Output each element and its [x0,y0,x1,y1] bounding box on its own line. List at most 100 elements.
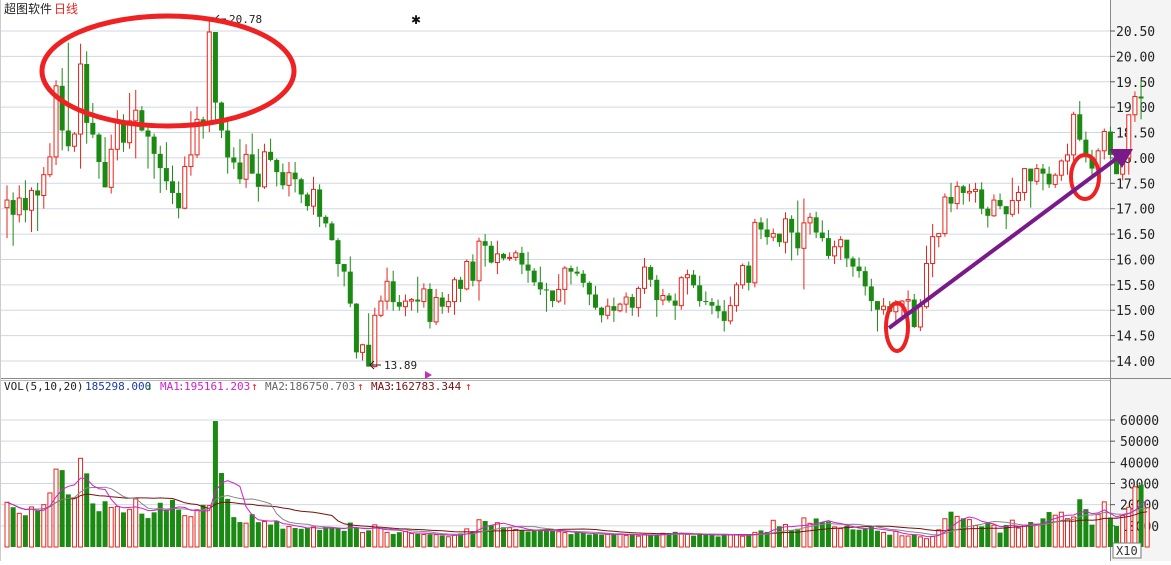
candle-body [1009,200,1015,215]
candle-body [556,288,562,302]
ma2-name: MA2 [265,380,285,393]
candle [905,290,911,313]
candle [84,51,90,144]
volume-bar [71,497,77,548]
candle-body [1138,96,1144,99]
price-tick-label: 18.50 [1116,127,1155,142]
volume-bar [605,533,611,548]
volume-bar [366,530,372,547]
candle [678,276,684,310]
candle-body [740,265,746,286]
volume-bar [966,519,972,548]
volume-bar [856,529,862,547]
volume-bar [255,522,261,547]
volume-ma-lines [6,477,1148,538]
price-tick-label: 15.50 [1116,279,1155,294]
candle [298,177,304,204]
candle [225,120,231,174]
volume-bar [390,533,396,547]
candle-body [323,216,329,224]
candle-body [642,266,648,289]
candle-body [973,188,979,192]
candle [727,296,733,325]
candle [807,212,813,235]
price-tick-label: 20.00 [1116,50,1155,65]
candle [1132,91,1138,122]
marker-star-icon: ✱ [411,13,421,27]
candle-body [1071,113,1077,156]
candle-body [482,241,488,246]
candle [844,239,850,268]
candle [862,266,868,296]
candle-body [617,303,623,312]
candle-body [372,314,378,368]
volume-bar [672,531,678,547]
candle-body [329,223,335,241]
candle-body [807,216,813,224]
candle-body [1083,139,1089,157]
volume-bar [286,525,292,548]
volume-bar [298,528,304,547]
candle-body [1132,95,1138,116]
volume-bar [709,534,715,547]
candle-body [274,159,280,173]
candle [733,282,739,312]
volume-bar [586,534,592,547]
ma2-value: 186750.703 [289,380,355,393]
candle-body [568,268,574,272]
candle-body [261,151,267,188]
candle-body [936,233,942,238]
candle-body [96,134,102,162]
volume-bar [347,522,353,547]
candle-body [317,189,323,217]
candle-body [1052,174,1058,185]
volume-bar [341,530,347,547]
ma3-value: 162783.344 [395,380,462,393]
candle-body [170,181,176,193]
candle-body [194,118,200,156]
volume-bar [1071,516,1077,548]
candle [292,161,298,193]
candle-body [157,153,163,169]
volume-bar [1064,518,1070,548]
volume-bar [635,535,641,548]
candle [832,240,838,265]
volume-bar [1083,509,1089,547]
volume-bar [120,512,126,547]
candle-body [249,154,255,174]
volume-bar [868,526,874,547]
volume-bar [304,527,310,547]
volume-bar [899,535,905,548]
candle [672,293,678,320]
volume-bar [1144,507,1150,548]
volume-bar [562,532,568,548]
volume-legend: VOL(5,10,20) 185298.000 ↓ MA1 : 195161.2… [4,380,472,393]
volume-bar [53,468,59,548]
volume-bar [715,536,721,547]
price-tick-label: 17.50 [1116,177,1155,192]
volume-bar [35,510,41,547]
candle-body [127,120,133,144]
candle [243,144,249,188]
candle-body [758,222,764,230]
volume-bar [960,518,966,547]
candle-body [402,300,408,308]
volume-bar [212,421,218,547]
candle-body [635,287,641,309]
candle-body [1022,168,1028,193]
candle-body [1040,168,1046,174]
candle [268,138,274,162]
volume-bar [801,517,807,548]
candle-body [439,297,445,307]
candle [1052,173,1058,188]
candle-body [580,273,586,283]
candle [715,299,721,319]
volume-bar [991,524,997,548]
candle-body [605,305,611,316]
candle [35,182,41,232]
volume-unit-box [1112,542,1142,559]
candle-body [415,299,421,302]
candle-body [881,305,887,311]
volume-bar [445,536,451,548]
candle-body [286,172,292,186]
